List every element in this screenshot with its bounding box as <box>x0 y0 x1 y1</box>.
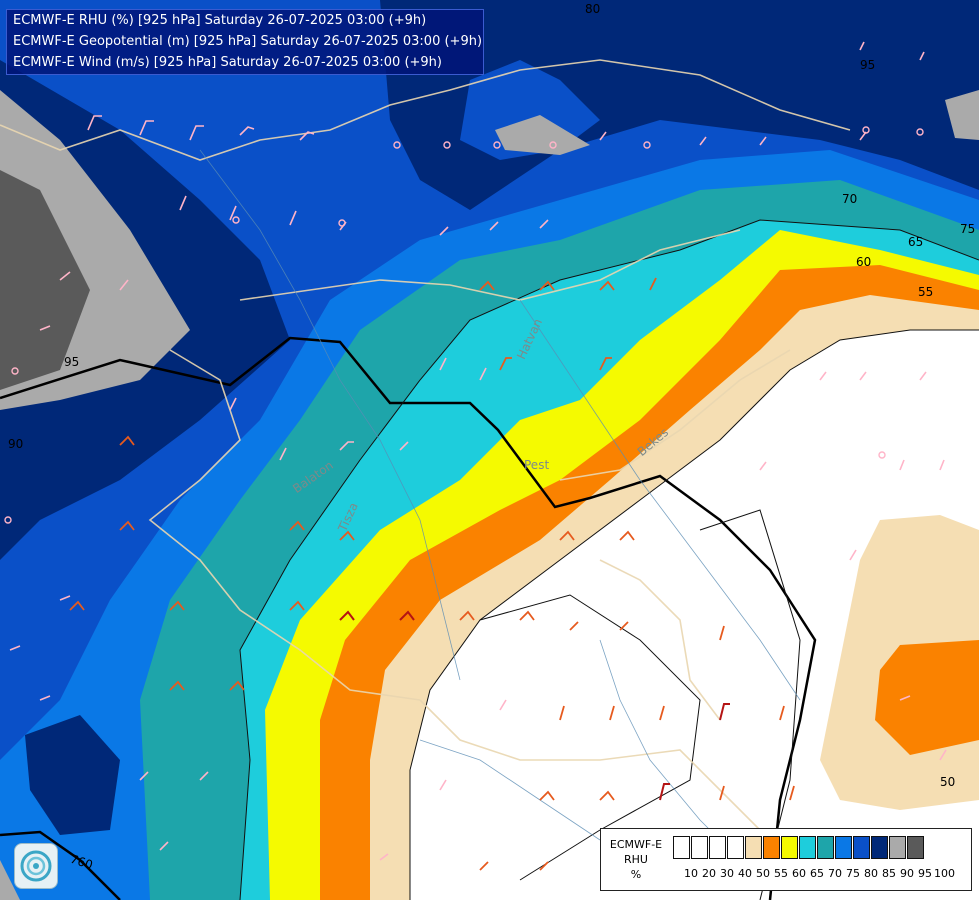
legend-ticks: 10 20 30 40 50 55 60 65 70 75 80 85 90 95 100 <box>673 867 955 880</box>
ecmwf-logo-icon <box>14 843 58 889</box>
rh-band-95-north <box>495 115 590 155</box>
legend-swatch <box>871 836 888 859</box>
rh-contour-70 <box>239 219 979 900</box>
legend-tick-label: 10 <box>684 867 698 880</box>
legend-tick-label: 50 <box>756 867 770 880</box>
legend-swatch <box>853 836 870 859</box>
rh-band-85-sw <box>25 715 120 835</box>
place-label: Pest <box>524 458 550 472</box>
contour-label-80: 80 <box>585 2 601 16</box>
rh-band-85-north <box>380 0 979 210</box>
legend-tick-label: 100 <box>934 867 955 880</box>
legend-swatch <box>673 836 690 859</box>
legend-swatch <box>691 836 708 859</box>
contour-label-50: 50 <box>940 775 956 789</box>
contour-label-65: 65 <box>908 235 924 249</box>
wind-barbs-weak <box>9 41 947 861</box>
rh-band-100-west <box>0 170 90 390</box>
borders <box>0 59 851 831</box>
legend-swatch <box>763 836 780 859</box>
legend-tick-label: 30 <box>720 867 734 880</box>
contour-label-95-ne: 95 <box>860 58 876 72</box>
contour-label-75: 75 <box>960 222 976 236</box>
calm-markers <box>4 126 924 524</box>
rh-band-60-se <box>875 640 979 755</box>
rh-band-95-sw <box>0 860 20 900</box>
contour-label-60: 60 <box>856 255 872 269</box>
legend-swatch <box>889 836 906 859</box>
legend-tick-label: 95 <box>918 867 932 880</box>
legend-tick-label: 80 <box>864 867 878 880</box>
title-rhu: ECMWF-E RHU (%) [925 hPa] Saturday 26-07… <box>13 13 427 28</box>
contour-label-55: 55 <box>918 285 934 299</box>
legend-swatch <box>907 836 924 859</box>
legend-tick-label: 20 <box>702 867 716 880</box>
contour-label-90: 90 <box>8 437 24 451</box>
rh-contour-extra <box>699 509 801 900</box>
geopotential-contour-sw <box>0 830 121 900</box>
contour-label-95: 95 <box>64 355 80 369</box>
rh-legend: ECMWF-E RHU % 10 20 30 40 50 55 60 65 70 75 80 85 90… <box>600 828 972 891</box>
legend-swatch <box>709 836 726 859</box>
legend-swatch <box>727 836 744 859</box>
legend-swatch <box>817 836 834 859</box>
legend-swatch <box>799 836 816 859</box>
legend-tick-label: 65 <box>810 867 824 880</box>
rh-contour-50 <box>409 329 979 900</box>
rh-band-95-ne <box>945 90 979 140</box>
legend-swatch <box>781 836 798 859</box>
map-title-box: ECMWF-E RHU (%) [925 hPa] Saturday 26-07… <box>6 9 484 75</box>
legend-tick-label: 60 <box>792 867 806 880</box>
legend-swatch <box>835 836 852 859</box>
title-wind: ECMWF-E Wind (m/s) [925 hPa] Saturday 26… <box>13 55 442 70</box>
legend-tick-label: 90 <box>900 867 914 880</box>
contour-label-70: 70 <box>842 192 858 206</box>
geopotential-contour <box>0 336 817 900</box>
legend-tick-label: 85 <box>882 867 896 880</box>
legend-tick-label: 70 <box>828 867 842 880</box>
wind-barbs-strong <box>339 610 730 801</box>
legend-swatch <box>745 836 762 859</box>
legend-title: ECMWF-E RHU % <box>609 838 663 881</box>
title-geopotential: ECMWF-E Geopotential (m) [925 hPa] Satur… <box>13 34 483 49</box>
legend-tick-label: 40 <box>738 867 752 880</box>
wind-barbs-moderate <box>69 277 795 871</box>
legend-tick-label: 55 <box>774 867 788 880</box>
legend-swatches <box>673 836 925 859</box>
legend-tick-label: 75 <box>846 867 860 880</box>
